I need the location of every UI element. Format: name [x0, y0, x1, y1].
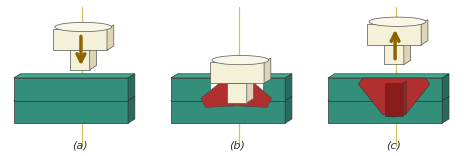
Polygon shape [14, 96, 135, 101]
Bar [385, 83, 403, 116]
Polygon shape [211, 78, 263, 106]
Polygon shape [14, 101, 128, 123]
Polygon shape [442, 74, 449, 101]
Polygon shape [128, 74, 135, 101]
Polygon shape [358, 78, 430, 117]
Polygon shape [404, 41, 410, 64]
Text: (c): (c) [387, 140, 401, 150]
Polygon shape [384, 45, 404, 64]
Polygon shape [201, 78, 272, 107]
Polygon shape [227, 83, 247, 103]
Ellipse shape [369, 17, 426, 26]
Polygon shape [247, 79, 254, 103]
Polygon shape [211, 74, 270, 78]
Polygon shape [285, 96, 292, 123]
Polygon shape [171, 74, 292, 78]
Polygon shape [367, 24, 421, 45]
Polygon shape [201, 78, 272, 107]
Polygon shape [442, 96, 449, 123]
Polygon shape [264, 58, 271, 83]
Polygon shape [107, 25, 114, 50]
Polygon shape [70, 50, 90, 70]
Polygon shape [128, 96, 135, 123]
Polygon shape [285, 74, 292, 101]
Polygon shape [90, 46, 97, 70]
Polygon shape [328, 101, 442, 123]
Polygon shape [171, 78, 285, 101]
Ellipse shape [55, 22, 112, 32]
Text: (b): (b) [229, 140, 245, 150]
Text: (a): (a) [72, 140, 88, 150]
Polygon shape [328, 78, 442, 101]
Polygon shape [14, 74, 135, 78]
Polygon shape [421, 20, 428, 45]
Polygon shape [328, 74, 449, 78]
Polygon shape [53, 29, 107, 50]
Polygon shape [14, 78, 128, 101]
Polygon shape [171, 96, 292, 101]
Polygon shape [403, 81, 406, 116]
Ellipse shape [212, 56, 269, 65]
Polygon shape [328, 96, 449, 101]
Polygon shape [210, 62, 264, 83]
Polygon shape [171, 101, 285, 123]
